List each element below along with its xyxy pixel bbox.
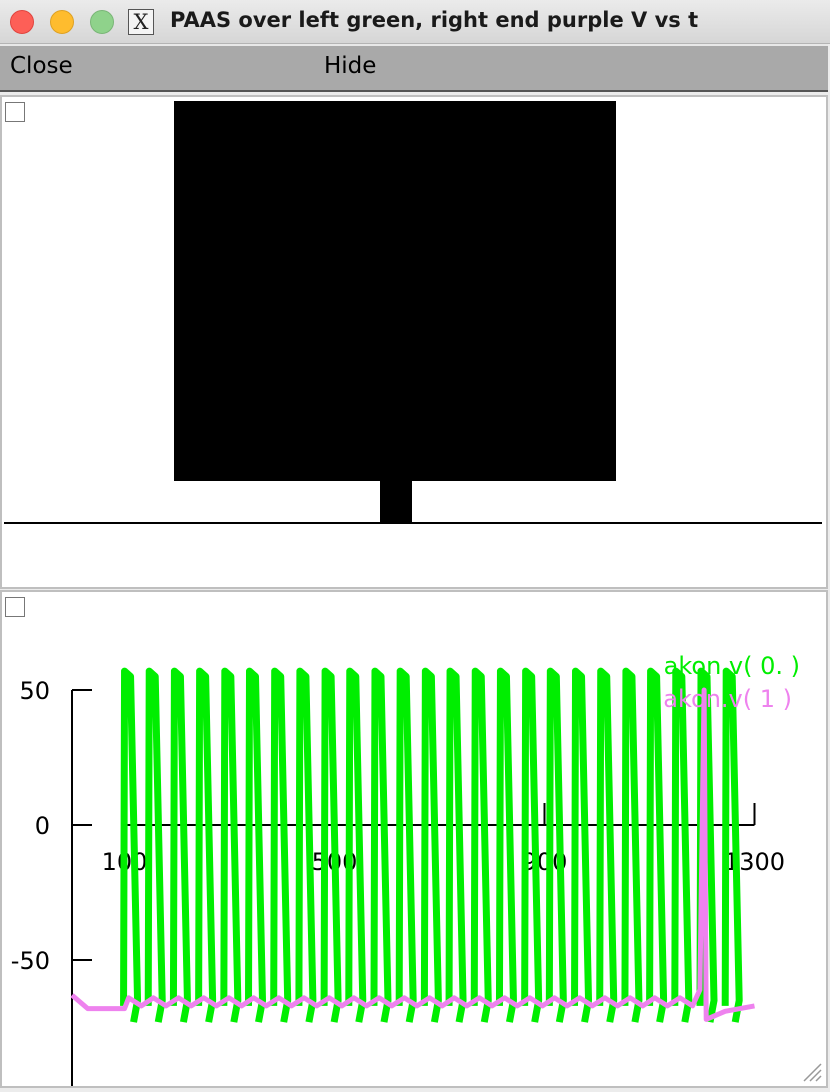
zoom-light-icon[interactable] <box>90 10 114 34</box>
hide-button[interactable]: Hide <box>324 53 377 79</box>
title-bar: X PAAS over left green, right end purple… <box>0 0 830 44</box>
series-line-green <box>120 667 743 1023</box>
y-tick-label: 50 <box>19 677 50 705</box>
shape-panel <box>0 95 828 589</box>
y-tick-label: 0 <box>35 812 50 840</box>
graph-panel: 50 0 -50 100 500 900 1300 akon.v( 0. ) akon.v( 1… <box>0 590 828 1088</box>
window-title: PAAS over left green, right end purple V… <box>170 8 699 32</box>
legend-entry-purple: akon.v( 1 ) <box>663 685 792 713</box>
neurite-stub <box>380 481 412 523</box>
graph-panel-checkbox[interactable] <box>5 597 25 617</box>
close-light-icon[interactable] <box>10 10 34 34</box>
legend-entry-green: akon.v( 0. ) <box>664 652 800 680</box>
series-line-purple <box>70 687 755 1022</box>
y-tick-label: -50 <box>11 947 50 975</box>
resize-grip-icon[interactable] <box>800 1060 822 1082</box>
close-button[interactable]: Close <box>10 53 73 79</box>
soma-shape <box>174 101 616 481</box>
x11-icon: X <box>128 9 154 35</box>
minimize-light-icon[interactable] <box>50 10 74 34</box>
menu-bar: Close Hide <box>0 44 828 92</box>
shape-panel-checkbox[interactable] <box>5 102 25 122</box>
shape-view <box>4 101 822 524</box>
